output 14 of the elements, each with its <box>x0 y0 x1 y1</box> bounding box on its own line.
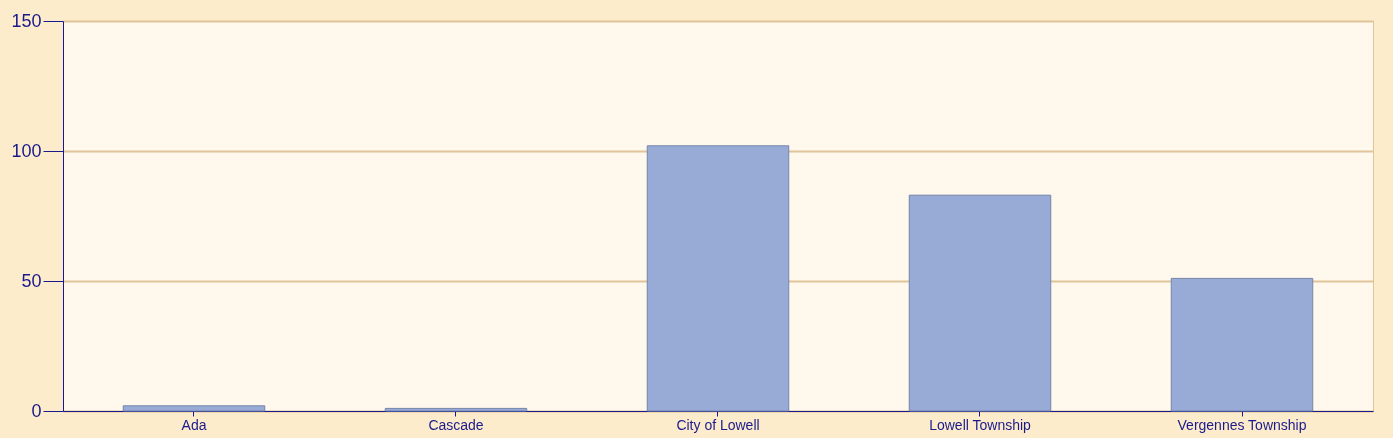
y-tick-label: 0 <box>31 400 42 421</box>
x-tick-label: City of Lowell <box>676 416 760 433</box>
x-tick-label: Ada <box>181 416 207 433</box>
bar <box>646 145 790 412</box>
y-tick-label: 150 <box>11 10 42 31</box>
x-tick-label: Cascade <box>428 416 484 433</box>
x-tick-label: Lowell Township <box>929 416 1032 433</box>
bar <box>384 407 528 412</box>
bar <box>908 194 1052 412</box>
y-tick-label: 50 <box>21 270 42 291</box>
y-tick-label: 100 <box>11 140 42 161</box>
bar <box>1170 277 1314 412</box>
bar <box>122 405 266 412</box>
x-tick-label: Vergennes Township <box>1177 416 1307 433</box>
